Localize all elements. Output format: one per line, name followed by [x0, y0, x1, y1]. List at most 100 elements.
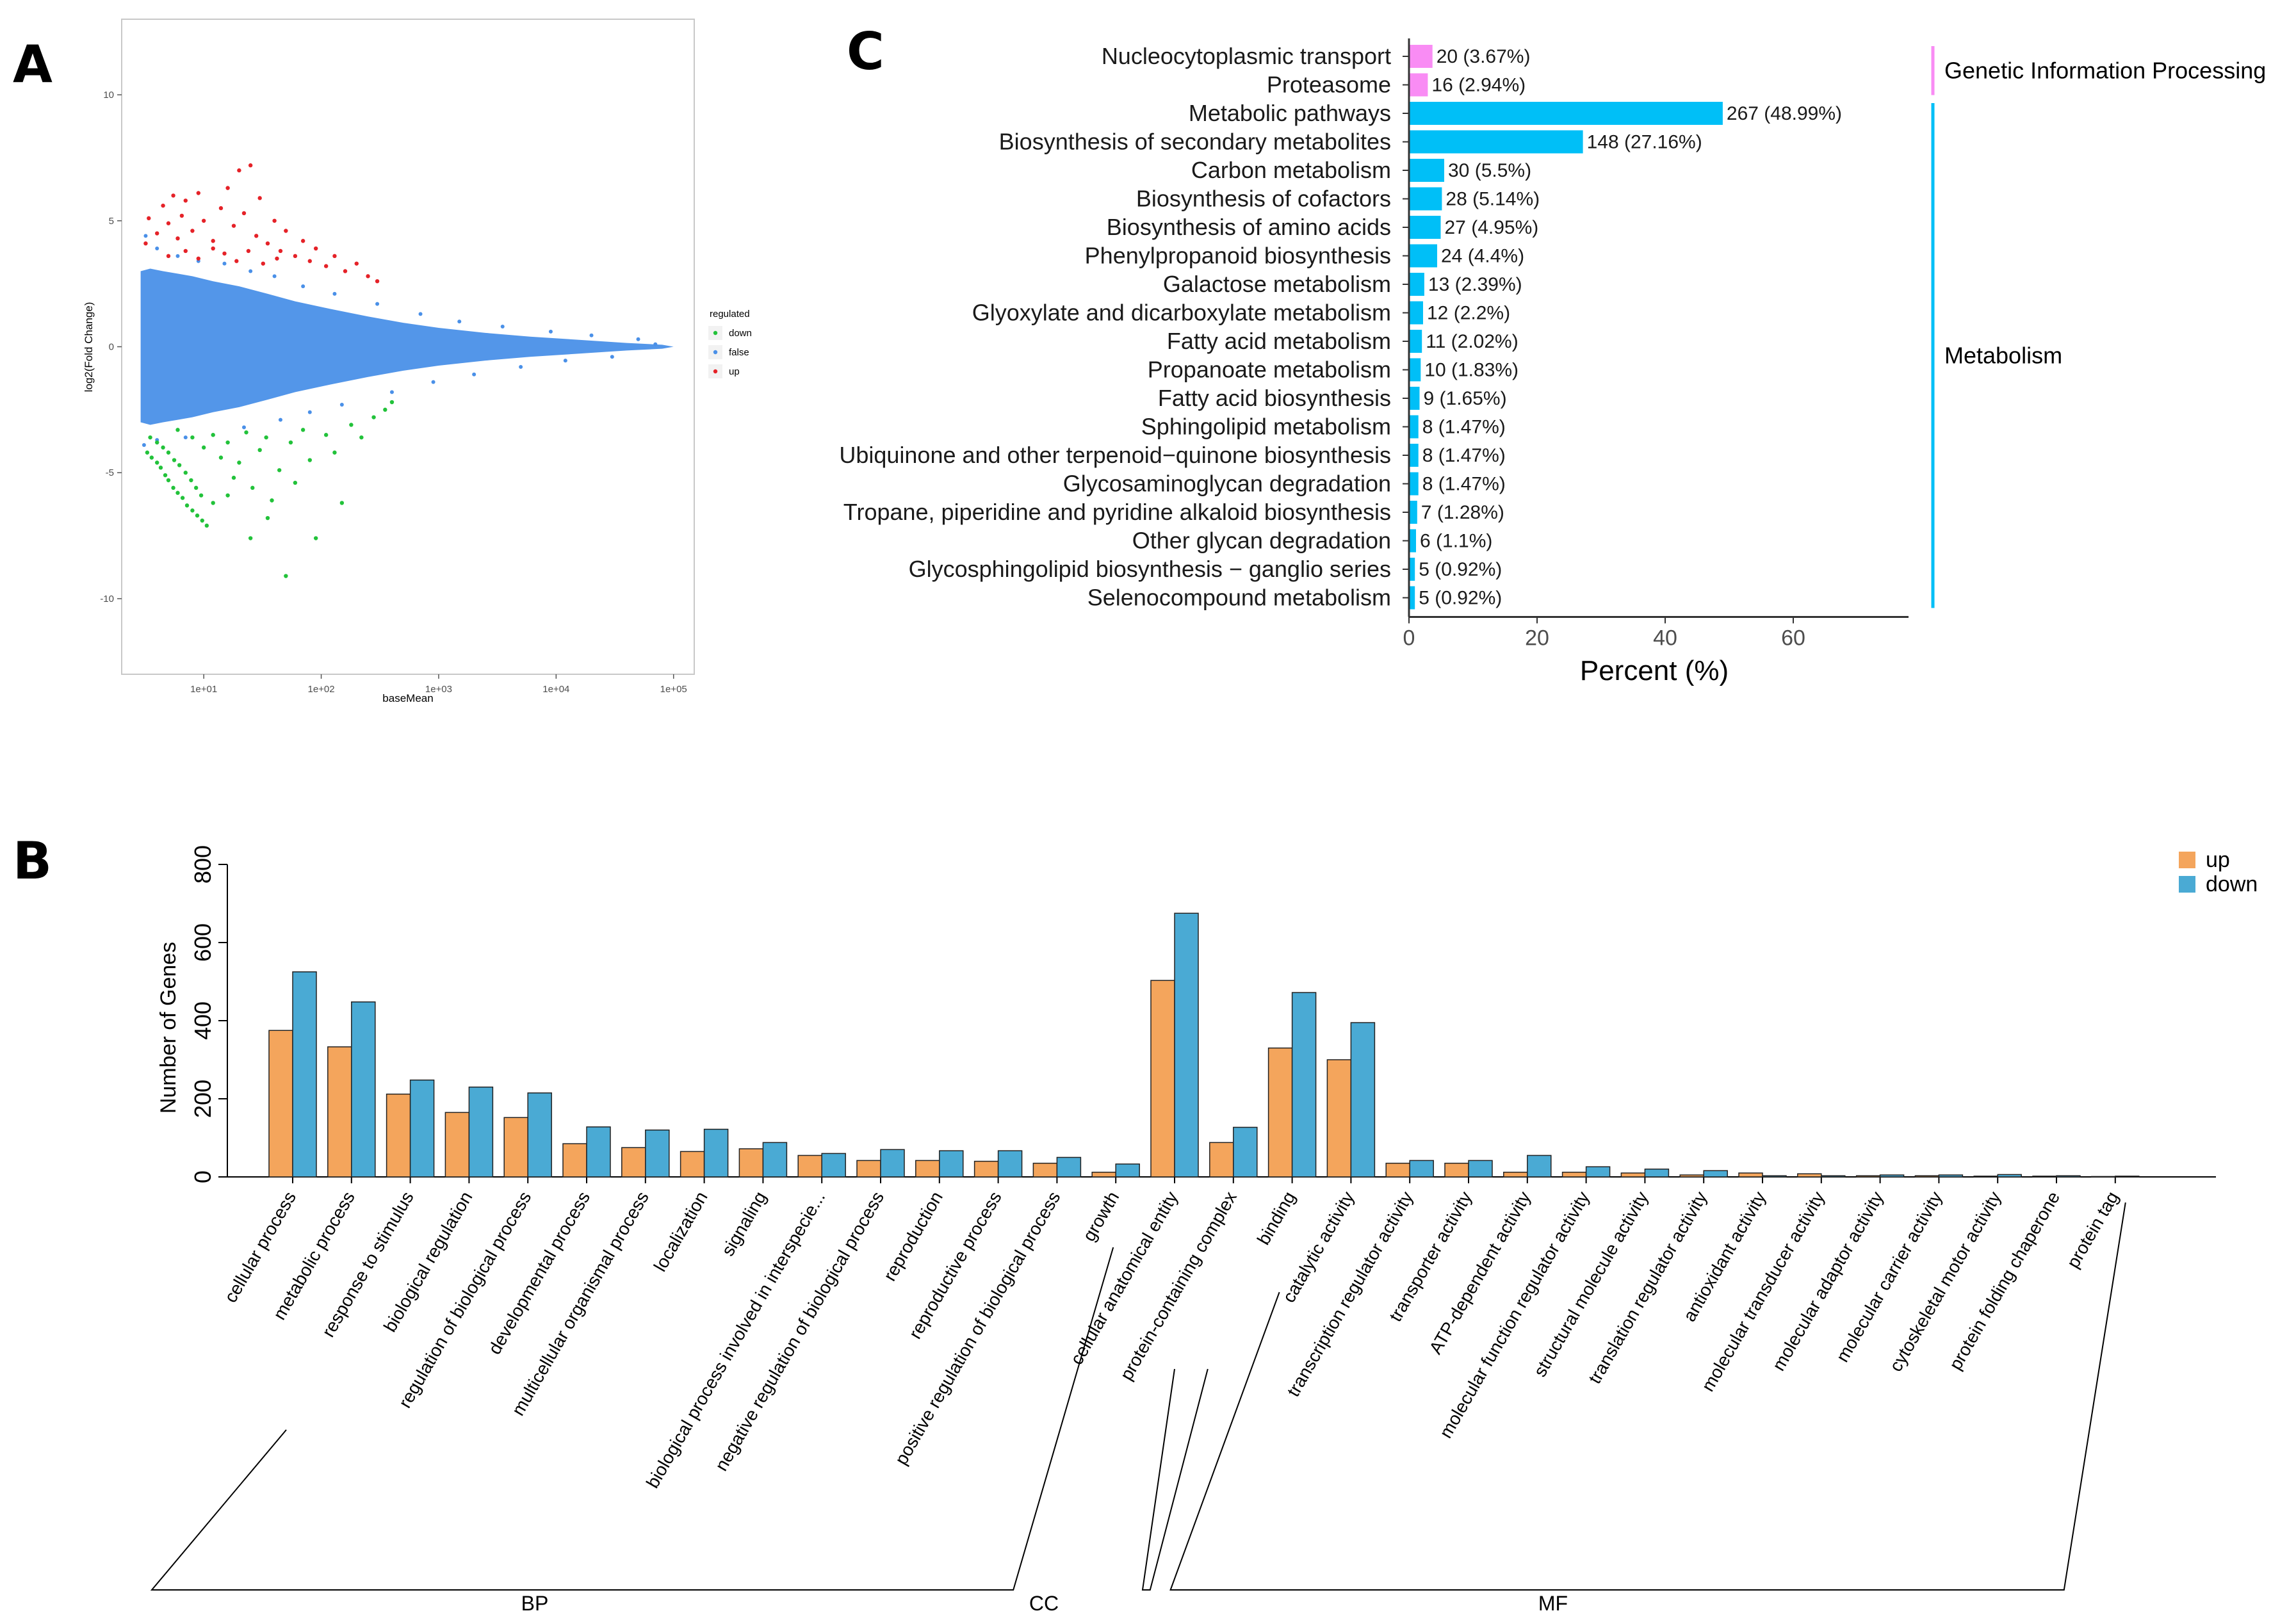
go-bar-up-cellular-anatomical-entity [1150, 980, 1175, 1178]
ma-point-false [175, 254, 180, 258]
kegg-category-label: Glyoxylate and dicarboxylate metabolism [972, 300, 1391, 326]
ma-point-down [257, 448, 262, 453]
ma-point-false [548, 329, 553, 334]
ma-point-down [323, 433, 329, 437]
go-bar-down-catalytic-activity [1350, 1022, 1376, 1178]
go-legend-swatch-down [2179, 876, 2195, 893]
ma-y-tick-label: 0 [109, 342, 114, 353]
go-legend-swatch-up [2179, 852, 2195, 868]
ma-legend-swatch-down [713, 330, 718, 336]
go-legend-label-up: up [2206, 848, 2230, 872]
ma-point-down [166, 450, 171, 455]
ma-point-false [519, 364, 523, 369]
ma-point-down [237, 460, 241, 465]
go-bar-up-translation-regulator-activity [1679, 1174, 1704, 1178]
ma-point-false [222, 261, 227, 266]
kegg-value-label: 20 (3.67%) [1437, 46, 1531, 67]
go-bar-up-metabolic-process [327, 1046, 352, 1178]
ma-point-down [244, 430, 248, 435]
ma-plot-y-axis-title: log2(Fold Change) [83, 302, 95, 393]
ma-legend-label-down: down [729, 328, 752, 339]
go-y-tick-label: 400 [190, 1001, 216, 1040]
kegg-bar-glyoxylate-and-dicarboxylate-metabolism [1409, 301, 1423, 325]
go-group-label-cc: CC [1029, 1592, 1059, 1615]
kegg-bar-fatty-acid-metabolism [1409, 330, 1422, 353]
ma-point-down [300, 428, 305, 432]
kegg-category-label: Propanoate metabolism [1148, 357, 1391, 383]
kegg-category-label: Biosynthesis of cofactors [1136, 186, 1391, 212]
kegg-category-label: Carbon metabolism [1191, 157, 1391, 183]
go-bar-up-cellular-process [268, 1030, 293, 1178]
kegg-bar-fatty-acid-biosynthesis [1409, 387, 1420, 410]
ma-point-down [211, 433, 215, 437]
ma-point-up [183, 198, 188, 203]
ma-point-down [148, 435, 152, 440]
ma-point-false [248, 269, 253, 273]
go-bracket-bp [150, 1247, 1114, 1591]
kegg-bar-biosynthesis-of-cofactors [1409, 187, 1442, 211]
kegg-value-label: 7 (1.28%) [1421, 502, 1504, 523]
ma-point-down [155, 460, 159, 465]
kegg-category-label: Ubiquinone and other terpenoid−quinone b… [839, 442, 1391, 468]
go-bar-down-reproduction [939, 1150, 964, 1178]
ma-point-false [241, 425, 246, 430]
go-bar-up-positive-regulation-of-biological-process [1032, 1162, 1058, 1178]
ma-point-false [143, 234, 148, 238]
kegg-category-label: Biosynthesis of secondary metabolites [999, 129, 1391, 155]
ma-point-false [155, 247, 159, 251]
ma-y-tick-label: 5 [109, 216, 114, 227]
kegg-category-label: Glycosaminoglycan degradation [1063, 471, 1391, 497]
go-y-tick-label: 600 [190, 923, 216, 962]
go-bar-up-biological-process-involved-in-interspecie [797, 1154, 822, 1178]
go-bar-up-atp-dependent-activity [1503, 1171, 1528, 1178]
kegg-x-tick-label: 60 [1781, 626, 1805, 651]
go-bar-down-signaling [762, 1142, 788, 1178]
ma-point-up [190, 229, 195, 233]
kegg-category-label: Metabolic pathways [1189, 100, 1391, 126]
go-bar-down-metabolic-process [351, 1001, 376, 1178]
kegg-bar-glycosaminoglycan-degradation [1409, 472, 1419, 496]
go-bar-up-protein-folding-chaperone [2032, 1176, 2057, 1178]
kegg-value-label: 5 (0.92%) [1419, 588, 1502, 609]
ma-point-up [241, 211, 247, 216]
go-bar-up-structural-molecule-activity [1620, 1172, 1646, 1178]
ma-point-up [201, 218, 206, 223]
panel-a-letter: A [13, 35, 53, 94]
ma-point-up [161, 203, 165, 208]
go-bar-up-regulation-of-biological-process [503, 1117, 528, 1178]
kegg-bar-propanoate-metabolism [1409, 358, 1421, 382]
ma-point-false [332, 291, 337, 296]
ma-point-false [563, 359, 567, 363]
ma-point-down [284, 574, 288, 578]
go-bar-up-catalytic-activity [1326, 1059, 1352, 1178]
go-bar-down-biological-regulation [468, 1086, 494, 1178]
ma-x-tick-label: 1e+01 [190, 684, 217, 695]
ma-point-up [248, 163, 253, 168]
ma-point-false [272, 274, 277, 279]
go-bar-up-binding [1267, 1047, 1293, 1178]
ma-point-false [418, 312, 423, 316]
kegg-category-label: Phenylpropanoid biosynthesis [1085, 243, 1391, 269]
kegg-x-tick-label: 0 [1403, 626, 1415, 651]
kegg-bar-selenocompound-metabolism [1409, 586, 1415, 610]
ma-point-down [225, 493, 230, 498]
ma-point-false [375, 302, 380, 306]
ma-point-up [218, 206, 224, 211]
kegg-value-label: 267 (48.99%) [1727, 103, 1842, 124]
ma-point-false [431, 380, 436, 384]
go-bar-down-atp-dependent-activity [1527, 1154, 1552, 1178]
go-bar-up-localization [680, 1151, 705, 1178]
ma-point-down [349, 423, 354, 427]
ma-point-down [190, 508, 195, 513]
ma-point-false [301, 284, 305, 289]
ma-point-up [254, 234, 259, 238]
ma-point-false [589, 333, 594, 337]
ma-point-down [155, 440, 159, 445]
kegg-bars: Nucleocytoplasmic transport 20 (3.67%) Pro… [839, 43, 1842, 611]
go-bar-down-biological-process-involved-in-interspecie [821, 1153, 846, 1178]
kegg-category-label: Sphingolipid metabolism [1141, 414, 1391, 440]
go-bar-down-molecular-function-regulator-activity [1585, 1166, 1611, 1178]
ma-point-up [272, 218, 277, 223]
go-bar-down-transporter-activity [1468, 1160, 1493, 1178]
ma-point-down [145, 450, 150, 455]
